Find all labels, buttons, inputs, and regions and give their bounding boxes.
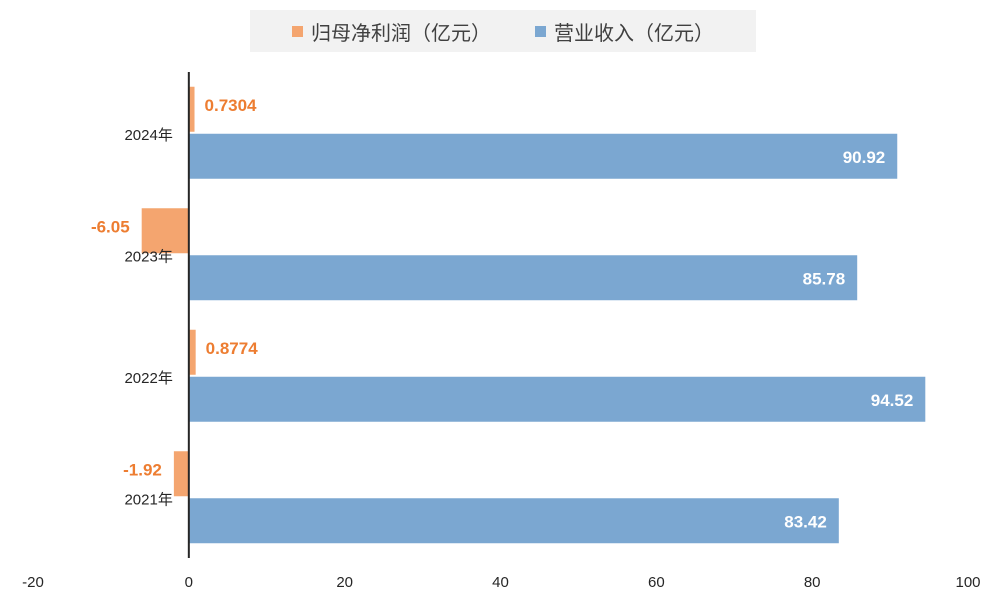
net-profit-data-label-2023: -6.05 [91,217,130,236]
x-tick-label-80: 80 [804,574,821,591]
revenue-data-label-2022: 94.52 [871,391,914,410]
x-tick-label-0: 0 [185,574,193,591]
x-tick-label-neg20: -20 [22,574,44,591]
x-tick-label-40: 40 [492,574,509,591]
legend-swatch-revenue [535,25,546,37]
net-profit-bar-2021 [173,451,189,497]
x-tick-label-60: 60 [648,574,665,591]
chart-legend: 归母净利润（亿元） 营业收入（亿元） [250,10,756,52]
revenue-bar-2024 [188,133,898,179]
net-profit-bar-2024 [188,86,195,132]
x-tick-label-100: 100 [955,574,980,591]
category-label-2022: 2022年 [124,370,172,387]
net-profit-bar-2022 [188,329,196,375]
revenue-bar-2023 [188,255,858,301]
legend-swatch-net-profit [292,25,303,37]
revenue-data-label-2023: 85.78 [803,269,846,288]
category-label-2024: 2024年 [124,127,172,144]
legend-item-net-profit: 归母净利润（亿元） [292,17,491,46]
revenue-data-label-2024: 90.92 [843,148,886,167]
net-profit-data-label-2021: -1.92 [123,460,162,479]
revenue-bar-2021 [188,498,839,544]
revenue-data-label-2021: 83.42 [784,512,827,531]
net-profit-data-label-2024: 0.7304 [205,96,258,115]
legend-label-revenue: 营业收入（亿元） [554,20,714,45]
revenue-bar-2022 [188,376,926,422]
category-label-2023: 2023年 [124,248,172,265]
legend-item-revenue: 营业收入（亿元） [535,17,714,46]
net-profit-bar-2023 [141,208,189,254]
net-profit-data-label-2022: 0.8774 [206,339,259,358]
category-label-2021: 2021年 [124,491,172,508]
x-tick-label-20: 20 [336,574,353,591]
legend-label-net-profit: 归母净利润（亿元） [311,20,491,45]
